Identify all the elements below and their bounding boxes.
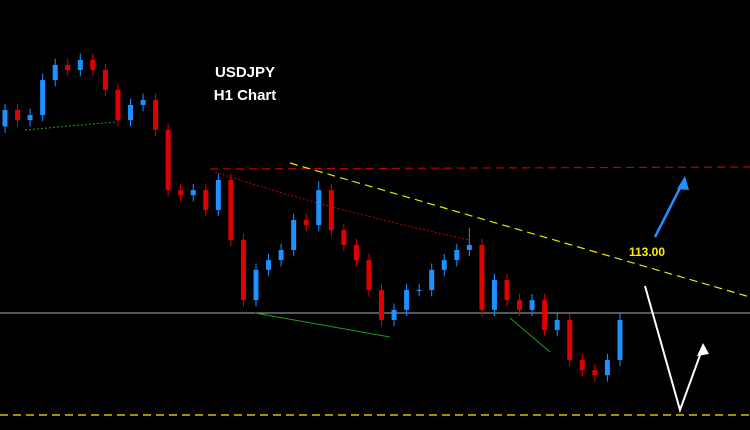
- candle-body: [479, 244, 485, 310]
- candle-body: [77, 59, 83, 70]
- candle-body: [617, 319, 623, 361]
- dotted-curve: [214, 171, 471, 241]
- green-line: [254, 312, 391, 338]
- candle-body: [366, 260, 372, 291]
- resistance-line: [209, 166, 750, 170]
- arrow-head: [697, 343, 709, 356]
- candle-body: [567, 319, 573, 361]
- candle-body: [203, 190, 209, 210]
- candle-body: [52, 64, 58, 81]
- candle-body: [353, 244, 359, 261]
- candle-body: [115, 89, 121, 121]
- candle-body: [291, 220, 297, 250]
- arrow-head: [677, 176, 689, 190]
- candle-body: [215, 180, 221, 210]
- target-arrow: [653, 181, 685, 238]
- candle-body: [128, 104, 133, 121]
- projection-arrow: [644, 285, 704, 414]
- candle-body: [253, 269, 259, 301]
- candle-body: [391, 309, 397, 320]
- candle-body: [542, 300, 548, 331]
- candle-body: [441, 260, 447, 270]
- candle-body: [90, 59, 96, 70]
- candle-body: [466, 244, 472, 250]
- candle-body: [27, 115, 33, 121]
- candle-body: [517, 300, 523, 310]
- candle-body: [278, 249, 284, 261]
- candle-body: [429, 269, 435, 291]
- candle-body: [404, 290, 410, 310]
- candle-body: [2, 110, 8, 127]
- candle-body: [504, 279, 510, 301]
- chart-subtitle: H1 Chart: [214, 87, 277, 104]
- candle-body: [178, 190, 184, 196]
- target-label: 113.00: [629, 245, 665, 259]
- candle-body: [190, 190, 196, 196]
- trend-line: [289, 162, 750, 298]
- candle-body: [15, 110, 21, 121]
- candle-body: [416, 290, 422, 292]
- candle-body: [554, 319, 560, 331]
- candle-body: [491, 279, 497, 310]
- candle-body: [140, 99, 146, 105]
- candle-body: [102, 69, 108, 90]
- candle-body: [604, 360, 610, 376]
- candle-body: [592, 370, 598, 376]
- candle-body: [579, 360, 585, 371]
- candle-body: [529, 300, 535, 310]
- candle-body: [266, 260, 272, 270]
- candle-body: [328, 190, 334, 231]
- candle-body: [341, 230, 347, 245]
- candle-body: [165, 129, 171, 191]
- candle-body: [240, 239, 246, 301]
- green-line: [24, 121, 116, 131]
- candle-body: [153, 99, 159, 130]
- candle-body: [65, 64, 71, 70]
- candle-body: [303, 220, 309, 226]
- candle-body: [40, 80, 46, 116]
- candle-body: [228, 180, 234, 240]
- chart-title: USDJPY: [215, 64, 275, 81]
- candle-body: [379, 290, 384, 320]
- candle-body: [316, 190, 322, 226]
- green-line: [509, 317, 551, 353]
- candle-body: [454, 249, 460, 261]
